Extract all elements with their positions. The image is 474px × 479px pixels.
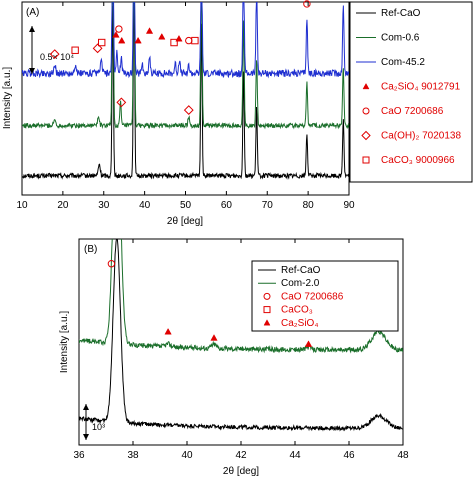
panel-b-legend-frame	[251, 260, 399, 332]
scale-bar-arrow-top	[29, 26, 35, 32]
phase-marker-diamond	[92, 43, 103, 54]
phase-marker-circle	[115, 25, 123, 33]
panel-b-legend: Ref-CaO Com-2.0 CaO 7200686 CaCO₃ Ca₂SiO₄	[258, 265, 344, 329]
panel-b-x-axis-label: 2θ [deg]	[223, 466, 259, 477]
phase-marker-circle	[303, 0, 311, 8]
scale-bar-arrow-top	[83, 404, 89, 410]
legend-label: CaCO₃ 9000966	[381, 155, 455, 166]
phase-marker-circle	[185, 36, 193, 45]
legend-marker-triangle	[263, 319, 271, 326]
scale-bar-arrow-bottom	[83, 434, 89, 440]
panel-b-y-axis-label: Intensity [a.u.]	[59, 311, 70, 373]
x-tick-label: 48	[397, 450, 409, 461]
phase-marker-triangle	[134, 36, 142, 44]
phase-marker-square	[71, 46, 79, 54]
legend-label: Com-2.0	[281, 278, 320, 289]
phase-marker-triangle	[175, 34, 183, 42]
legend-label: Ref-CaO	[281, 265, 321, 276]
x-tick-label: 30	[98, 200, 110, 211]
x-tick-label: 38	[127, 450, 139, 461]
phase-marker-triangle	[118, 36, 126, 44]
panel-a-scale-bar	[29, 26, 35, 74]
x-tick-label: 10	[16, 200, 28, 211]
phase-marker-triangle	[164, 327, 172, 335]
panel-a-x-axis-label: 2θ [deg]	[167, 216, 203, 227]
panel-a-x-ticks: 10 20 30 40 50 60 70 80 90	[16, 2, 355, 211]
phase-marker-square	[170, 38, 178, 47]
panel-a-label: (A)	[26, 7, 39, 18]
x-tick-label: 80	[303, 200, 315, 211]
panel-b: (B) Intensity [a.u.] 2θ [deg] 10³ 36 38 40…	[59, 238, 409, 477]
legend-label: Ref-CaO	[381, 8, 421, 19]
legend-marker-diamond	[361, 130, 371, 141]
panel-b-scale-bar-label: 10³	[92, 422, 105, 432]
panel-a-phase-markers	[49, 0, 311, 115]
legend-label: Ca(OH)₂ 7020138	[381, 131, 461, 142]
x-tick-label: 60	[221, 200, 233, 211]
x-tick-label: 50	[180, 200, 192, 211]
scale-bar-arrow-bottom	[29, 68, 35, 74]
phase-marker-triangle	[145, 27, 154, 34]
x-tick-label: 40	[181, 450, 193, 461]
phase-marker-diamond	[183, 105, 194, 115]
legend-label: Com-45.2	[381, 57, 425, 68]
panel-b-x-ticks: 36 38 40 42 44 46 48	[73, 239, 409, 461]
panel-a-scale-bar-label: 0.5× 10⁴	[40, 52, 74, 62]
legend-label: CaCO₃	[281, 305, 313, 316]
legend-marker-circle	[263, 292, 271, 300]
phase-marker-circle	[107, 260, 116, 268]
x-tick-label: 36	[73, 450, 85, 461]
legend-label: Ca₂SiO₄	[281, 318, 318, 329]
panel-a-series	[22, 2, 349, 180]
phase-marker-square	[98, 38, 106, 47]
panel-a: (A) Intensity [a.u.] 2θ [deg] 0.5× 10⁴ 1…	[2, 0, 473, 227]
x-tick-label: 20	[57, 200, 69, 211]
panel-b-series	[79, 239, 403, 432]
legend-label: Com-0.6	[381, 33, 420, 44]
legend-label: CaO 7200686	[281, 291, 344, 302]
x-tick-label: 90	[343, 200, 355, 211]
series-line-ref-cao	[79, 239, 403, 432]
phase-marker-triangle	[304, 340, 313, 347]
series-line-com-0-6	[22, 2, 349, 130]
panel-b-label: (B)	[84, 244, 97, 255]
phase-marker-diamond	[116, 97, 127, 108]
series-line-ref-cao	[22, 2, 349, 180]
x-tick-label: 42	[235, 450, 247, 461]
phase-marker-diamond	[49, 49, 60, 60]
legend-label: Ca₂SiO₄ 9012791	[381, 82, 461, 93]
phase-marker-triangle	[210, 334, 218, 341]
legend-label: CaO 7200686	[381, 106, 444, 117]
x-tick-label: 44	[289, 450, 301, 461]
legend-marker-square	[362, 156, 370, 164]
panel-a-legend-frame	[349, 1, 473, 183]
x-tick-label: 46	[343, 450, 355, 461]
legend-marker-triangle	[362, 82, 370, 90]
phase-marker-square	[191, 36, 199, 45]
panel-a-y-axis-label: Intensity [a.u.]	[2, 67, 13, 129]
legend-marker-circle	[362, 107, 370, 115]
x-tick-label: 70	[262, 200, 274, 211]
series-line-com-45-2	[22, 2, 349, 79]
phase-marker-triangle	[112, 31, 120, 38]
panel-b-scale-bar	[83, 404, 89, 440]
x-tick-label: 40	[139, 200, 151, 211]
panel-a-plot-frame	[21, 1, 350, 196]
legend-marker-square	[263, 306, 271, 314]
series-line-com-2-0	[79, 239, 403, 354]
panel-a-legend: Ref-CaO Com-0.6 Com-45.2 Ca₂SiO₄ 9012791 CaO…	[356, 8, 461, 166]
phase-marker-triangle	[158, 33, 166, 40]
